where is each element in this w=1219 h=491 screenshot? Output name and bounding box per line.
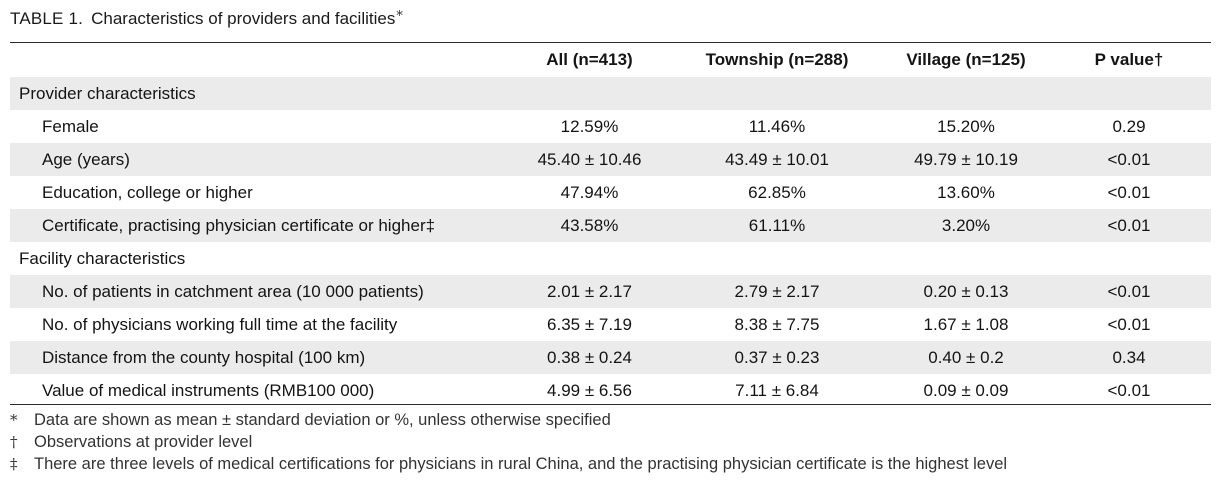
cell-p-value: <0.01 xyxy=(1107,314,1151,334)
cell-all: 43.58% xyxy=(510,209,669,242)
cell-village: 49.79 ± 10.19 xyxy=(885,143,1047,176)
cell-village: 3.20% xyxy=(885,209,1047,242)
cell-township: 2.79 ± 2.17 xyxy=(669,275,885,308)
cell-p-value: 0.29 xyxy=(1112,116,1146,136)
cell-all: 6.35 ± 7.19 xyxy=(547,314,632,334)
cell-village: 0.40 ± 0.2 xyxy=(885,341,1047,374)
footnote-text: Data are shown as mean ± standard deviat… xyxy=(34,411,611,429)
footnote: † Observations at provider level xyxy=(10,431,1007,453)
table-header-row: All (n=413) Township (n=288) Village (n=… xyxy=(10,43,1211,77)
row-label: Certificate, practising physician certif… xyxy=(10,209,510,242)
footnote: * Data are shown as mean ± standard devia… xyxy=(10,409,1007,431)
section-row-provider: Provider characteristics xyxy=(10,77,1211,110)
row-label: Distance from the county hospital (100 k… xyxy=(10,341,510,374)
section-row-facility: Facility characteristics xyxy=(10,242,1211,275)
row-label: No. of physicians working full time at t… xyxy=(42,314,398,334)
footnote-mark: * xyxy=(10,411,18,429)
table-row: Education, college or higher 47.94% 62.8… xyxy=(10,176,1211,209)
table-row: No. of patients in catchment area (10 00… xyxy=(10,275,1211,308)
footnote: ‡ There are three levels of medical certi… xyxy=(10,453,1007,475)
cell-all: 12.59% xyxy=(560,116,619,136)
footnotes: * Data are shown as mean ± standard devia… xyxy=(10,409,1007,475)
cell-all: 45.40 ± 10.46 xyxy=(510,143,669,176)
caption-footnote-mark: * xyxy=(396,9,403,24)
cell-p-value: <0.01 xyxy=(1047,209,1211,242)
column-header-all: All (n=413) xyxy=(546,50,633,69)
footnote-mark: † xyxy=(10,433,18,451)
footnote-text: Observations at provider level xyxy=(34,433,253,451)
cell-all: 47.94% xyxy=(560,182,619,202)
cell-all: 2.01 ± 2.17 xyxy=(510,275,669,308)
cell-village: 1.67 ± 1.08 xyxy=(923,314,1009,334)
row-label: Value of medical instruments (RMB100 000… xyxy=(42,380,375,400)
cell-township: 11.46% xyxy=(748,116,806,136)
row-label: Female xyxy=(42,116,99,136)
table-bottom-rule xyxy=(10,404,1211,405)
table-row: Female 12.59% 11.46% 15.20% 0.29 xyxy=(10,110,1211,143)
row-label: Age (years) xyxy=(10,143,510,176)
cell-p-value: <0.01 xyxy=(1047,275,1211,308)
column-header-p-value: P value† xyxy=(1094,50,1164,69)
table-row: Distance from the county hospital (100 k… xyxy=(10,341,1211,374)
cell-village: 15.20% xyxy=(937,116,995,136)
row-label: No. of patients in catchment area (10 00… xyxy=(10,275,510,308)
table-number: TABLE 1. xyxy=(10,9,84,28)
section-title: Provider characteristics xyxy=(10,77,1211,110)
characteristics-table: All (n=413) Township (n=288) Village (n=… xyxy=(10,43,1211,407)
table-row: Age (years) 45.40 ± 10.46 43.49 ± 10.01 … xyxy=(10,143,1211,176)
column-header-township: Township (n=288) xyxy=(705,50,849,69)
cell-all: 4.99 ± 6.56 xyxy=(547,380,632,400)
footnote-text: There are three levels of medical certif… xyxy=(34,455,1008,473)
cell-township: 61.11% xyxy=(669,209,885,242)
cell-p-value: <0.01 xyxy=(1107,182,1151,202)
cell-township: 43.49 ± 10.01 xyxy=(669,143,885,176)
row-label: Education, college or higher xyxy=(42,182,253,202)
table-caption: TABLE 1. Characteristics of providers and… xyxy=(10,9,403,29)
cell-township: 0.37 ± 0.23 xyxy=(669,341,885,374)
footnote-mark: ‡ xyxy=(10,455,18,473)
cell-p-value: <0.01 xyxy=(1047,143,1211,176)
table-row: Value of medical instruments (RMB100 000… xyxy=(10,374,1211,407)
cell-all: 0.38 ± 0.24 xyxy=(510,341,669,374)
table-top-rule xyxy=(10,42,1211,43)
cell-village: 0.20 ± 0.13 xyxy=(885,275,1047,308)
table-row: No. of physicians working full time at t… xyxy=(10,308,1211,341)
cell-township: 62.85% xyxy=(748,182,806,202)
table-row: Certificate, practising physician certif… xyxy=(10,209,1211,242)
cell-p-value: <0.01 xyxy=(1107,380,1151,400)
column-header-label xyxy=(10,43,510,77)
cell-village: 13.60% xyxy=(937,182,995,202)
column-header-village: Village (n=125) xyxy=(906,50,1026,69)
table-title: Characteristics of providers and facilit… xyxy=(91,9,396,28)
section-title: Facility characteristics xyxy=(19,248,186,268)
cell-township: 8.38 ± 7.75 xyxy=(734,314,820,334)
cell-township: 7.11 ± 6.84 xyxy=(735,380,819,400)
cell-village: 0.09 ± 0.09 xyxy=(923,380,1009,400)
cell-p-value: 0.34 xyxy=(1047,341,1211,374)
